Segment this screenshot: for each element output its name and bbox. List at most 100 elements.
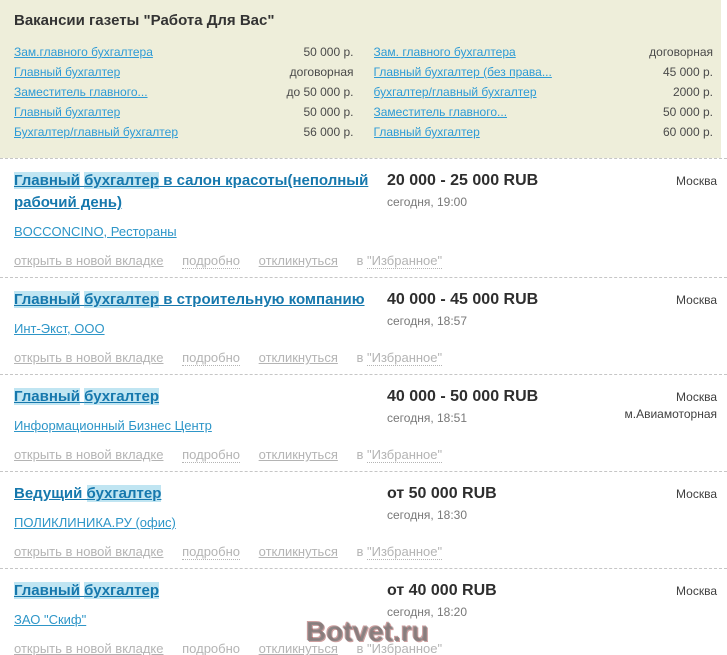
company-wrap: Информационный Бизнес Центр: [14, 417, 374, 435]
vacancy-link[interactable]: Заместитель главного...: [373, 105, 508, 119]
favorites-label[interactable]: "Избранное": [367, 447, 443, 463]
job-title-link[interactable]: Главный бухгалтер: [14, 582, 160, 599]
respond-link[interactable]: откликнуться: [258, 350, 338, 365]
job-title-link[interactable]: Главный бухгалтер в строительную компани…: [14, 291, 365, 308]
location: Москва м.Авиамоторная: [624, 386, 717, 435]
location: Москва: [676, 483, 717, 532]
company-link[interactable]: Инт-Экст, ООО: [14, 321, 105, 336]
company-link[interactable]: ПОЛИКЛИНИКА.РУ (офис): [14, 515, 176, 530]
salary: 40 000 - 45 000 RUB: [387, 291, 539, 308]
posted-time: сегодня, 18:57: [387, 314, 468, 328]
details-link[interactable]: подробно: [182, 544, 241, 560]
company-wrap: ЗАО "Скиф": [14, 611, 374, 629]
respond-link[interactable]: откликнуться: [258, 447, 338, 462]
open-new-tab-link[interactable]: открыть в новой вкладке: [14, 253, 164, 268]
vacancy-salary: до 50 000 р.: [286, 85, 354, 99]
keyword-highlight: бухгалтер: [84, 388, 160, 405]
vacancy-row: Главный бухгалтер 50 000 р.: [14, 102, 354, 122]
keyword-highlight: бухгалтер: [84, 291, 160, 308]
job-listing: Главный бухгалтер ЗАО "Скиф" от 40 000 R…: [0, 569, 727, 655]
favorites-link[interactable]: в "Избранное": [356, 253, 443, 269]
posted-time: сегодня, 18:20: [387, 605, 468, 619]
favorites-link[interactable]: в "Избранное": [356, 641, 443, 655]
location-line: Москва: [676, 390, 717, 404]
vacancy-columns: Зам.главного бухгалтера 50 000 р. Главны…: [14, 42, 713, 142]
title-company-block: Ведущий бухгалтер ПОЛИКЛИНИКА.РУ (офис): [14, 483, 374, 532]
vacancy-salary: 60 000 р.: [662, 125, 713, 139]
job-listings: Главный бухгалтер в салон красоты(неполн…: [0, 158, 727, 655]
keyword-highlight: Главный: [14, 388, 80, 405]
company-link[interactable]: ЗАО "Скиф": [14, 612, 87, 627]
favorites-link[interactable]: в "Избранное": [356, 544, 443, 560]
job-title-link[interactable]: Главный бухгалтер в салон красоты(неполн…: [14, 172, 369, 211]
job-title-link[interactable]: Ведущий бухгалтер: [14, 485, 162, 502]
vacancy-link[interactable]: Главный бухгалтер: [373, 125, 480, 139]
details-link[interactable]: подробно: [182, 350, 241, 366]
job-listing: Главный бухгалтер в строительную компани…: [0, 278, 727, 375]
respond-link[interactable]: откликнуться: [258, 253, 338, 268]
keyword-highlight: Главный: [14, 291, 80, 308]
favorites-label[interactable]: "Избранное": [367, 350, 443, 366]
favorites-link[interactable]: в "Избранное": [356, 350, 443, 366]
job-title-link[interactable]: Главный бухгалтер: [14, 388, 160, 405]
open-new-tab-link[interactable]: открыть в новой вкладке: [14, 350, 164, 365]
newspaper-vacancies-block: Вакансии газеты "Работа Для Вас" Зам.гла…: [0, 0, 721, 158]
favorites-prefix: в: [356, 544, 364, 559]
vacancy-link[interactable]: бухгалтер/главный бухгалтер: [373, 85, 537, 99]
salary: от 40 000 RUB: [387, 582, 497, 599]
company-wrap: BOCCONCINO, Рестораны: [14, 223, 374, 241]
open-new-tab-link[interactable]: открыть в новой вкладке: [14, 641, 164, 655]
open-new-tab-link[interactable]: открыть в новой вкладке: [14, 544, 164, 559]
salary-block: от 40 000 RUB сегодня, 18:20: [374, 580, 676, 629]
respond-link[interactable]: откликнуться: [258, 641, 338, 655]
favorites-prefix: в: [356, 641, 364, 655]
details-link[interactable]: подробно: [182, 447, 241, 463]
location-line: Москва: [676, 487, 717, 501]
vacancy-row: Главный бухгалтер договорная: [14, 62, 354, 82]
vacancy-column-right: Зам. главного бухгалтера договорная Глав…: [374, 42, 714, 142]
location-line: Москва: [676, 584, 717, 598]
vacancy-link[interactable]: Бухгалтер/главный бухгалтер: [14, 125, 179, 139]
salary-block: 40 000 - 45 000 RUB сегодня, 18:57: [374, 289, 676, 338]
vacancy-row: Главный бухгалтер (без права... 45 000 р…: [374, 62, 714, 82]
vacancy-link[interactable]: Заместитель главного...: [14, 85, 148, 99]
open-new-tab-link[interactable]: открыть в новой вкладке: [14, 447, 164, 462]
vacancy-column-left: Зам.главного бухгалтера 50 000 р. Главны…: [14, 42, 354, 142]
posted-time: сегодня, 18:30: [387, 508, 468, 522]
job-listing: Главный бухгалтер Информационный Бизнес …: [0, 375, 727, 472]
company-wrap: ПОЛИКЛИНИКА.РУ (офис): [14, 514, 374, 532]
vacancy-row: Заместитель главного... 50 000 р.: [374, 102, 714, 122]
company-link[interactable]: Информационный Бизнес Центр: [14, 418, 212, 433]
favorites-link[interactable]: в "Избранное": [356, 447, 443, 463]
location: Москва: [676, 580, 717, 629]
vacancy-link[interactable]: Главный бухгалтер: [14, 65, 121, 79]
vacancy-salary: 50 000 р.: [303, 105, 354, 119]
favorites-label[interactable]: "Избранное": [367, 641, 443, 655]
keyword-highlight: Главный: [14, 172, 80, 189]
vacancy-salary: 56 000 р.: [303, 125, 354, 139]
salary: 40 000 - 50 000 RUB: [387, 388, 539, 405]
favorites-label[interactable]: "Избранное": [367, 253, 443, 269]
vacancy-link[interactable]: Главный бухгалтер: [14, 105, 121, 119]
vacancy-link[interactable]: Главный бухгалтер (без права...: [373, 65, 552, 79]
title-company-block: Главный бухгалтер в салон красоты(неполн…: [14, 170, 374, 241]
details-link[interactable]: подробно: [182, 641, 241, 655]
favorites-label[interactable]: "Избранное": [367, 544, 443, 560]
details-link[interactable]: подробно: [182, 253, 241, 269]
vacancy-salary: договорная: [289, 65, 354, 79]
title-company-block: Главный бухгалтер в строительную компани…: [14, 289, 374, 338]
vacancy-link[interactable]: Зам.главного бухгалтера: [14, 45, 153, 59]
vacancy-link[interactable]: Зам. главного бухгалтера: [373, 45, 516, 59]
vacancy-row: Бухгалтер/главный бухгалтер 56 000 р.: [14, 122, 354, 142]
newspaper-vacancies-title: Вакансии газеты "Работа Для Вас": [14, 12, 275, 29]
favorites-prefix: в: [356, 350, 364, 365]
listing-actions: открыть в новой вкладке подробно откликн…: [14, 641, 717, 655]
vacancy-row: Зам.главного бухгалтера 50 000 р.: [14, 42, 354, 62]
respond-link[interactable]: откликнуться: [258, 544, 338, 559]
vacancy-row: Зам. главного бухгалтера договорная: [374, 42, 714, 62]
vacancy-row: Заместитель главного... до 50 000 р.: [14, 82, 354, 102]
vacancy-salary: договорная: [649, 45, 713, 59]
vacancy-salary: 45 000 р.: [662, 65, 713, 79]
keyword-highlight: бухгалтер: [84, 582, 160, 599]
company-link[interactable]: BOCCONCINO, Рестораны: [14, 224, 177, 239]
